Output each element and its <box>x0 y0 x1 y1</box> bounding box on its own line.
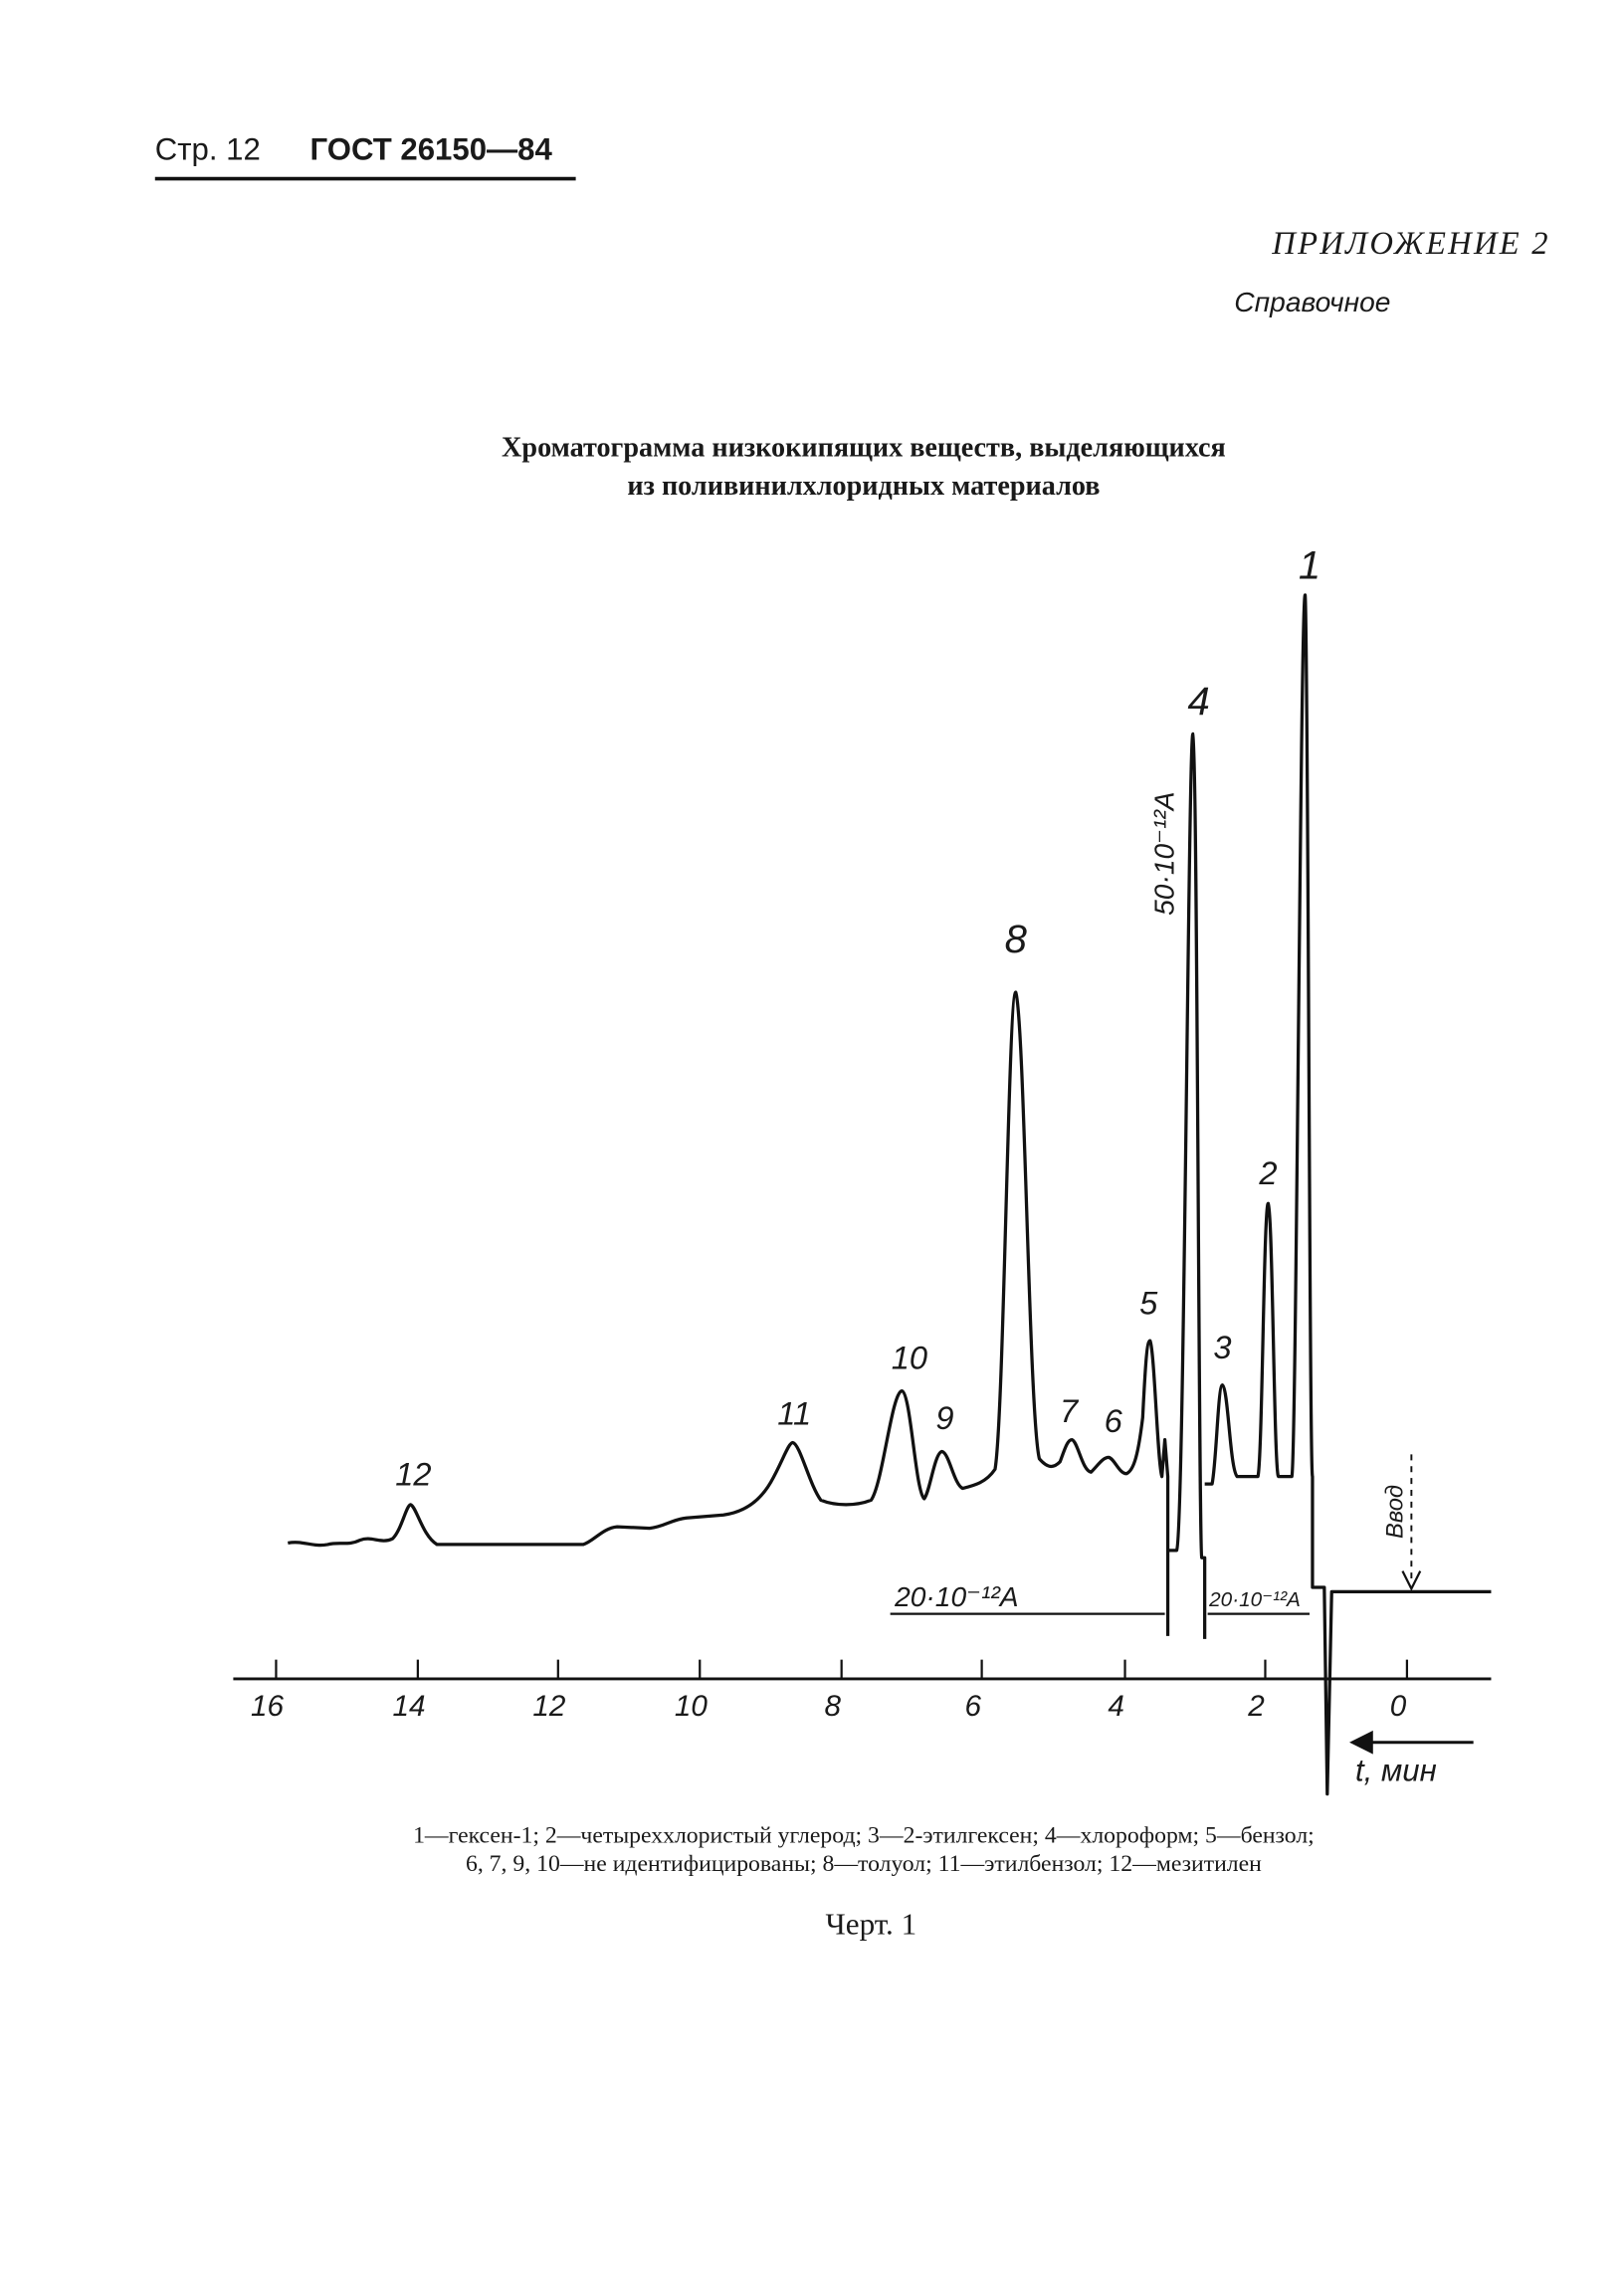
appendix-title: ПРИЛОЖЕНИЕ 2 <box>1271 226 1550 262</box>
scale-label: 20·10⁻¹²A <box>1208 1588 1301 1611</box>
time-arrowhead <box>1349 1730 1373 1755</box>
legend-line: 6, 7, 9, 10—не идентифицированы; 8—толуо… <box>466 1851 1262 1877</box>
axis-tick-label: 12 <box>532 1690 565 1723</box>
axis-tick-label: 4 <box>1108 1690 1124 1723</box>
scale-label: 20·10⁻¹²A <box>894 1580 1018 1612</box>
injection-arrow <box>1401 1570 1422 1591</box>
figure-title: из поливинилхлоридных материалов <box>627 471 1100 502</box>
axis-tick-label: 2 <box>1247 1690 1265 1723</box>
legend-line: 1—гексен-1; 2—четыреххлористый углерод; … <box>413 1823 1315 1849</box>
figure-caption: Черт. 1 <box>826 1907 917 1942</box>
axis-tick-label: 6 <box>964 1690 981 1723</box>
page-number: Стр. 12 <box>155 131 261 166</box>
figure-title: Хроматограмма низкокипящих веществ, выде… <box>502 432 1226 463</box>
peak-label: 8 <box>1005 918 1028 961</box>
axis-ticks: 16 14 12 10 8 6 4 2 0 <box>251 1659 1409 1723</box>
axis-unit: t, мин <box>1355 1753 1437 1787</box>
peak-label: 11 <box>777 1395 811 1432</box>
axis-tick-label: 14 <box>392 1690 425 1723</box>
peak-label: 4 <box>1188 680 1210 724</box>
peak-label: 9 <box>935 1399 953 1436</box>
peak-label: 1 <box>1299 544 1320 588</box>
appendix-subtitle: Справочное <box>1234 286 1390 317</box>
peak-label: 3 <box>1213 1329 1231 1365</box>
peak-label: 12 <box>395 1456 431 1493</box>
injection-label: Ввод <box>1382 1485 1408 1539</box>
scale-label: 50·10⁻¹²A <box>1147 791 1179 915</box>
axis-tick-label: 8 <box>825 1690 842 1723</box>
peak-label: 6 <box>1105 1402 1123 1439</box>
peak-label: 2 <box>1258 1154 1277 1191</box>
peak-label: 7 <box>1060 1392 1080 1429</box>
standard-number: ГОСТ 26150—84 <box>310 131 553 166</box>
axis-tick-label: 0 <box>1390 1690 1407 1723</box>
axis-tick-label: 10 <box>675 1690 708 1723</box>
chromatogram-trace <box>287 593 1492 1796</box>
axis-tick-label: 16 <box>251 1690 284 1723</box>
peak-label: 10 <box>892 1339 927 1375</box>
peak-label: 5 <box>1139 1284 1158 1321</box>
